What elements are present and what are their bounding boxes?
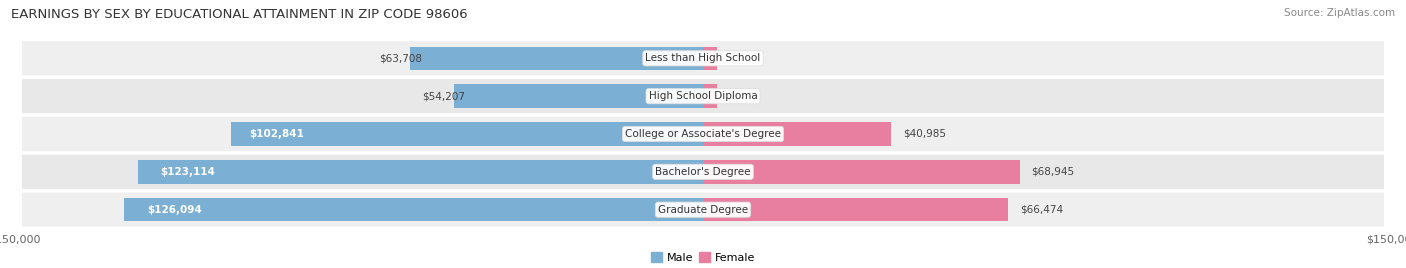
Text: High School Diploma: High School Diploma — [648, 91, 758, 101]
Text: $40,985: $40,985 — [903, 129, 946, 139]
Bar — [703, 198, 1008, 221]
Text: $63,708: $63,708 — [378, 53, 422, 63]
Bar — [231, 122, 703, 146]
FancyBboxPatch shape — [21, 154, 1385, 190]
Bar — [703, 160, 1019, 184]
FancyBboxPatch shape — [21, 116, 1385, 152]
Text: $0: $0 — [728, 53, 741, 63]
Bar — [124, 198, 703, 221]
Text: $102,841: $102,841 — [249, 129, 305, 139]
Bar — [411, 47, 703, 70]
Bar — [138, 160, 703, 184]
Bar — [703, 47, 717, 70]
Text: Bachelor's Degree: Bachelor's Degree — [655, 167, 751, 177]
Text: Source: ZipAtlas.com: Source: ZipAtlas.com — [1284, 8, 1395, 18]
Text: EARNINGS BY SEX BY EDUCATIONAL ATTAINMENT IN ZIP CODE 98606: EARNINGS BY SEX BY EDUCATIONAL ATTAINMEN… — [11, 8, 468, 21]
FancyBboxPatch shape — [21, 192, 1385, 228]
Text: Less than High School: Less than High School — [645, 53, 761, 63]
Text: $68,945: $68,945 — [1031, 167, 1074, 177]
Text: $66,474: $66,474 — [1019, 205, 1063, 215]
Bar — [454, 84, 703, 108]
Text: $0: $0 — [728, 91, 741, 101]
FancyBboxPatch shape — [21, 40, 1385, 76]
Text: College or Associate's Degree: College or Associate's Degree — [626, 129, 780, 139]
Bar — [703, 122, 891, 146]
Bar — [703, 84, 717, 108]
Text: $54,207: $54,207 — [423, 91, 465, 101]
Legend: Male, Female: Male, Female — [647, 248, 759, 267]
Text: $123,114: $123,114 — [160, 167, 215, 177]
Text: Graduate Degree: Graduate Degree — [658, 205, 748, 215]
Text: $126,094: $126,094 — [148, 205, 202, 215]
FancyBboxPatch shape — [21, 78, 1385, 114]
